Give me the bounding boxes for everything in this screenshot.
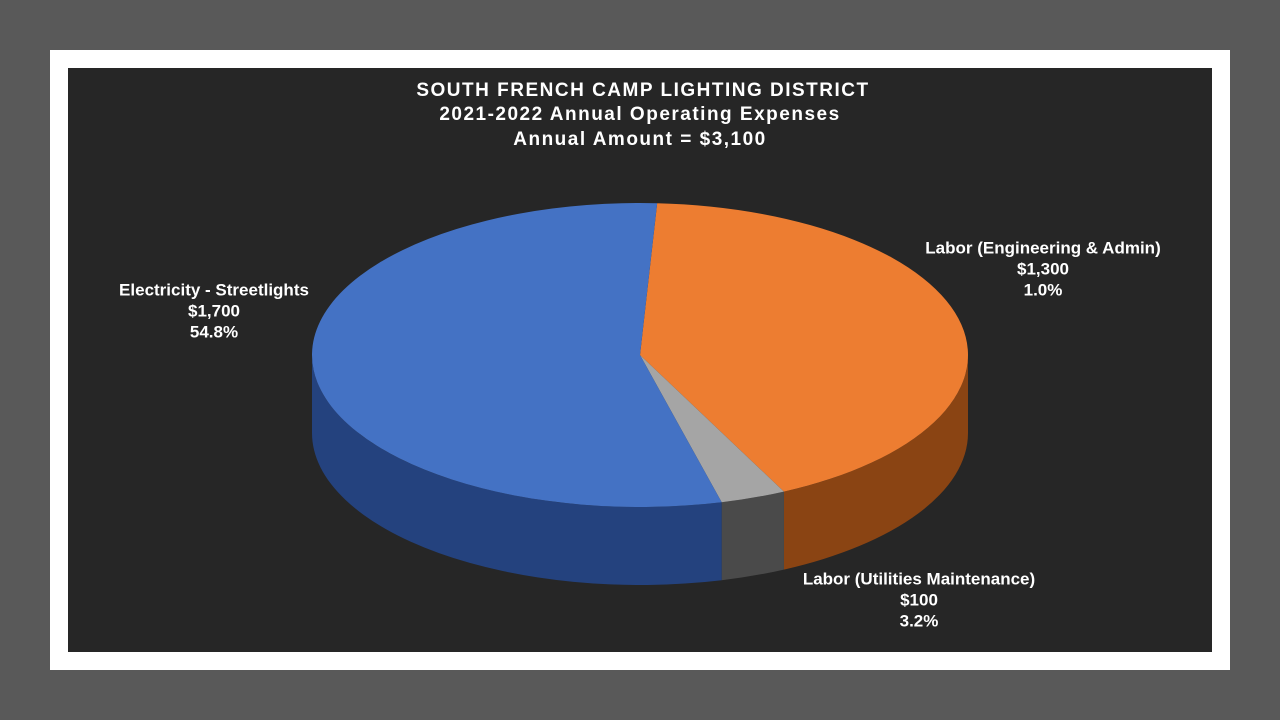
slice-side — [783, 355, 968, 570]
data-label-value: $1,300 — [1017, 259, 1069, 278]
data-label-name: Labor (Utilities Maintenance) — [803, 569, 1035, 588]
chart-subtitle: 2021-2022 Annual Operating Expenses — [439, 104, 840, 125]
slice — [640, 355, 784, 503]
data-label-value: $100 — [900, 590, 938, 609]
slice-side — [721, 491, 784, 581]
data-label-value: $1,700 — [188, 301, 240, 320]
data-label-percent: 54.8% — [190, 322, 238, 341]
pie-sides — [312, 355, 968, 585]
slice-side — [312, 355, 722, 585]
slice — [640, 203, 968, 492]
pie-tops — [311, 203, 968, 507]
chart-subtitle: Annual Amount = $3,100 — [513, 129, 767, 150]
data-label-percent: 3.2% — [900, 611, 939, 630]
data-label-name: Electricity - Streetlights — [119, 280, 309, 299]
data-label-percent: 1.0% — [1024, 280, 1063, 299]
pie — [311, 203, 968, 585]
chart-title: SOUTH FRENCH CAMP LIGHTING DISTRICT — [416, 80, 869, 101]
data-label-name: Labor (Engineering & Admin) — [925, 238, 1160, 257]
slice — [311, 203, 722, 507]
